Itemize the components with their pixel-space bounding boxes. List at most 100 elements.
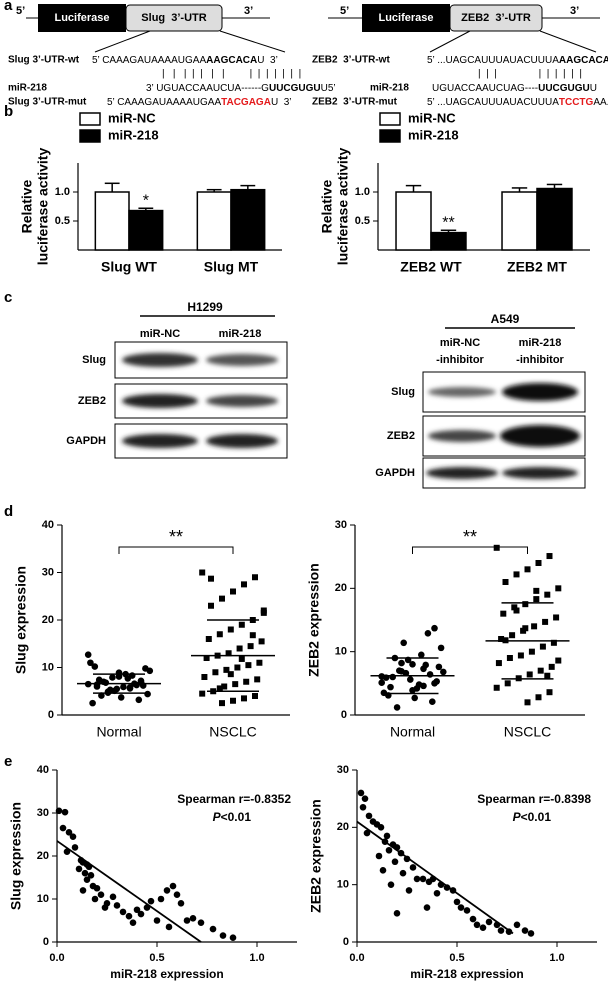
y-tick-label: 30 <box>335 519 347 531</box>
x-tick-label: Slug WT <box>101 259 157 275</box>
point <box>254 676 261 683</box>
point <box>256 659 263 666</box>
panel-label: b <box>4 103 13 120</box>
point <box>128 672 136 679</box>
point <box>418 651 425 659</box>
point <box>126 685 134 692</box>
row-label: ZEB2 <box>78 395 106 407</box>
sequence-segment: U <box>590 83 597 94</box>
legend-label: miR-218 <box>408 127 459 142</box>
y-tick-label: 10 <box>37 893 49 905</box>
construct: 5’ Luciferase ZEB2 3’-UTR 3’ <box>328 4 600 53</box>
error-bar <box>138 207 154 211</box>
y-tick-label: 30 <box>42 566 54 578</box>
point <box>400 639 408 647</box>
bar <box>94 191 130 251</box>
reporter-label: Luciferase <box>54 12 109 24</box>
three-prime: 3’ <box>244 5 253 17</box>
band <box>502 383 578 401</box>
point <box>420 682 427 690</box>
point <box>546 553 553 560</box>
point <box>232 681 239 688</box>
cell-line: A549 <box>491 312 520 326</box>
point <box>546 689 553 696</box>
sequence-label: Slug 3’-UTR-mut <box>8 97 87 108</box>
lane-label: miR-218 <box>219 328 262 340</box>
point <box>361 795 369 802</box>
x-tick-label: ZEB2 WT <box>400 259 462 275</box>
y-tick-label: 30 <box>37 807 49 819</box>
point <box>227 626 234 633</box>
point <box>504 680 511 687</box>
point <box>498 636 505 642</box>
point <box>61 808 69 816</box>
point <box>241 581 247 588</box>
point <box>252 693 258 699</box>
point <box>419 875 427 883</box>
significance: ** <box>169 527 183 547</box>
point <box>383 832 391 840</box>
significance-bracket <box>412 546 528 554</box>
point <box>387 683 394 691</box>
point <box>212 669 219 676</box>
point <box>133 906 141 914</box>
point <box>216 685 223 692</box>
point <box>230 588 236 595</box>
band <box>206 434 278 448</box>
sequence-segment: TCCTG <box>559 97 594 108</box>
point <box>157 895 165 903</box>
point <box>225 650 232 657</box>
y-axis-label: Slug expression <box>8 802 24 910</box>
sequence-label: Slug 3’-UTR-wt <box>8 55 80 66</box>
point <box>223 666 230 673</box>
point <box>173 891 181 898</box>
panel-label: a <box>4 0 13 14</box>
sequence-segment: UUCGUGU <box>269 83 321 94</box>
point <box>409 864 417 871</box>
point <box>177 900 185 907</box>
point <box>493 684 500 691</box>
x-tick-label: ZEB2 MT <box>507 259 567 275</box>
sequence-label: ZEB2 3’-UTR-wt <box>312 55 390 66</box>
legend-swatch <box>79 129 101 143</box>
zoom-line <box>429 30 471 53</box>
point <box>522 625 529 632</box>
point <box>413 685 421 692</box>
point <box>219 932 227 939</box>
point <box>91 895 99 903</box>
error-bar <box>104 182 120 192</box>
y-tick-label: 10 <box>335 646 347 658</box>
point <box>502 579 509 585</box>
utr-label: ZEB2 3’-UTR <box>461 12 531 24</box>
x-tick-label: 1.0 <box>249 952 264 964</box>
reporter-box <box>362 4 450 32</box>
point <box>163 887 171 894</box>
point <box>258 638 265 645</box>
point <box>385 846 393 854</box>
point <box>387 881 395 888</box>
sequence-segment: 5’ CAAAGAUAAAAUGAA <box>92 55 206 66</box>
three-prime: 3’ <box>570 5 579 17</box>
stat-label: Spearman r=-0.8398 <box>477 792 591 806</box>
point <box>208 602 214 609</box>
x-tick-label: 0.0 <box>49 952 64 964</box>
five-prime: 5’ <box>16 5 25 17</box>
band <box>428 430 496 442</box>
point <box>555 657 562 664</box>
bar <box>230 188 266 251</box>
point <box>120 683 127 691</box>
point <box>84 651 92 658</box>
band <box>122 353 198 367</box>
point <box>216 631 223 638</box>
point <box>522 601 529 608</box>
point <box>399 869 407 877</box>
fit-line <box>356 820 514 935</box>
sequence: UGUACCAAUCUAG----UUCGUGUU <box>432 83 597 94</box>
y-tick-label: 0.5 <box>355 215 370 227</box>
utr-label: Slug 3’-UTR <box>141 12 206 24</box>
reporter-box <box>38 4 126 32</box>
sequence-segment: 3’ UGUACCAAUCUA------G <box>146 83 269 94</box>
lane-label: -inhibitor <box>516 354 564 366</box>
y-axis-label: luciferase activity <box>35 148 51 266</box>
